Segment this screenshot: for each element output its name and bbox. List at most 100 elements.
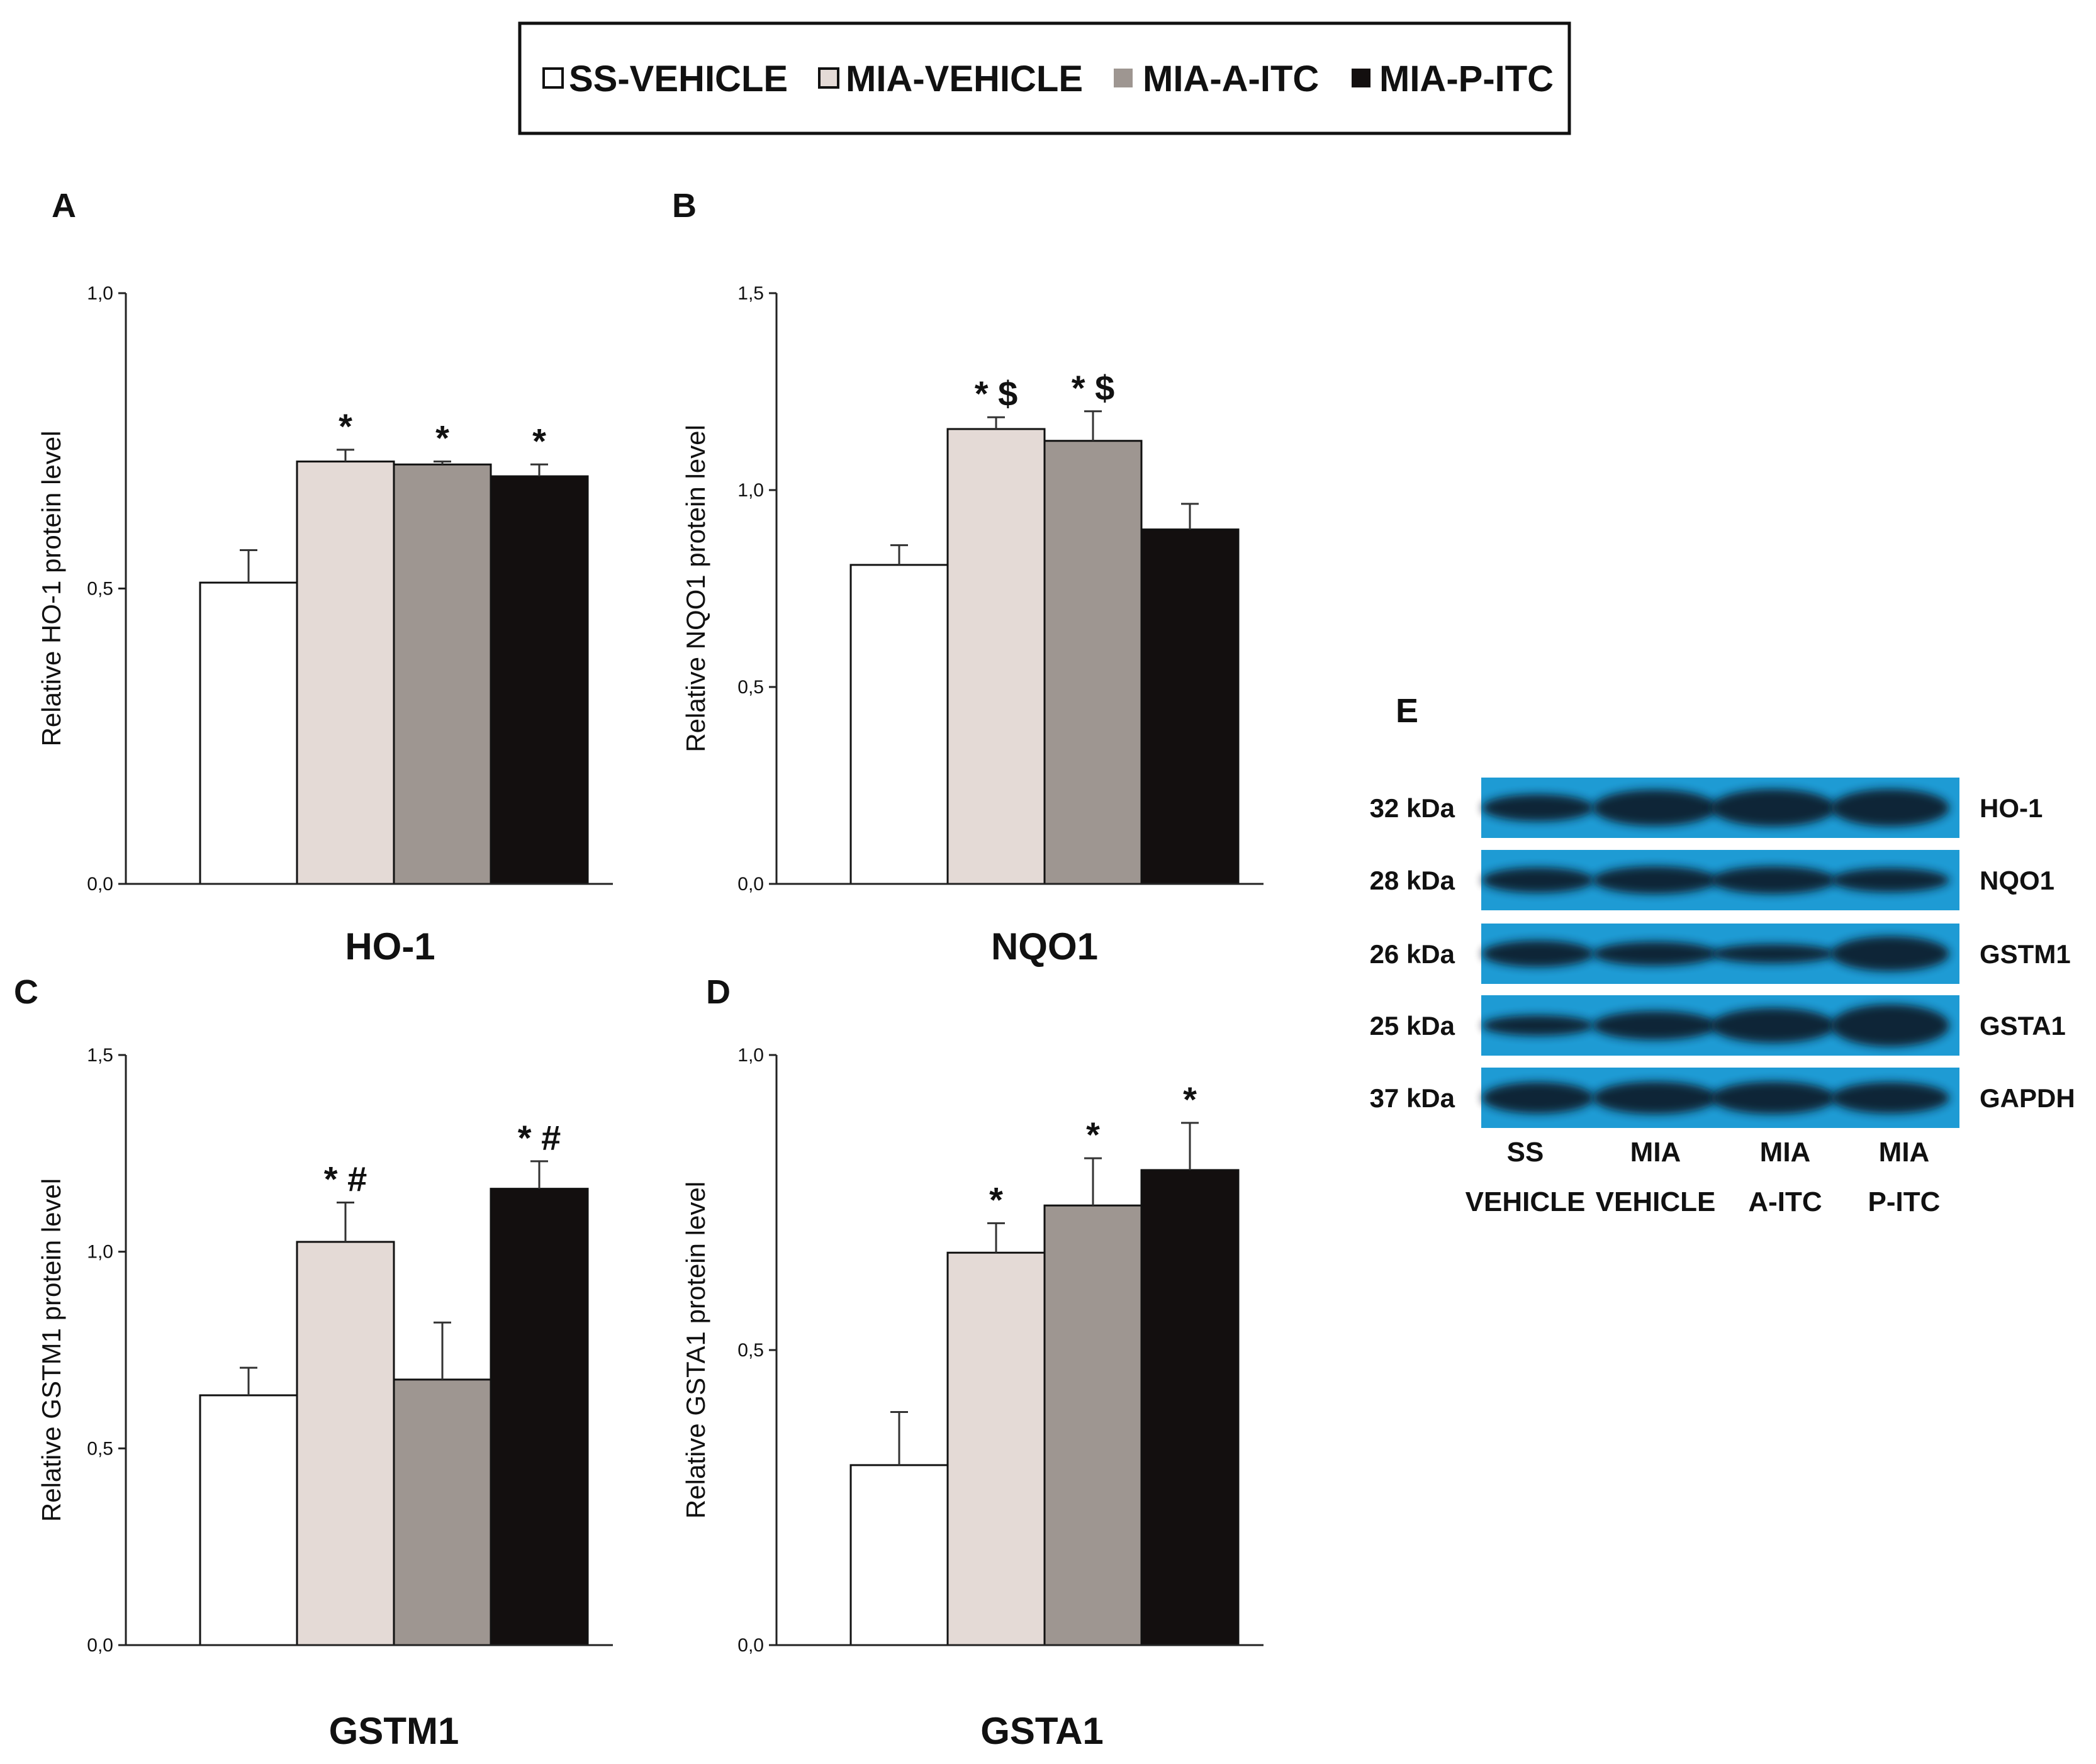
blot-band [1711, 866, 1835, 895]
significance-marker: * [1086, 1115, 1100, 1154]
blot-band [1593, 1010, 1717, 1041]
chart-title: GSTA1 [980, 1710, 1104, 1752]
blot-band [1482, 1015, 1594, 1036]
panel-letter-a: A [52, 187, 76, 225]
lane-label-1: MIA VEHICLE [1596, 1137, 1716, 1217]
blot-row-gapdh: 37 kDa GAPDH [1370, 1068, 2075, 1128]
panel-letter-c: C [14, 973, 38, 1011]
chart-title: HO-1 [345, 925, 435, 968]
legend: SS-VEHICLE MIA-VEHICLE MIA-A-ITC MIA-P-I… [518, 21, 1571, 135]
blot-band [1593, 866, 1717, 895]
error-bar-gsta1-1 [987, 1222, 1005, 1253]
y-axis-label: Relative GSTM1 protein level [36, 1178, 66, 1522]
blot-row-gsta1: 25 kDa GSTA1 [1370, 995, 2066, 1056]
panel-letter-d: D [706, 973, 731, 1011]
error-bar-ho-1-0 [240, 549, 257, 583]
blot-row-nqo1: 28 kDa NQO1 [1370, 850, 2054, 910]
significance-marker: * [1183, 1080, 1197, 1119]
legend-swatch-ss-vehicle [542, 67, 564, 89]
y-tick-label: 1,0 [87, 283, 113, 304]
chart-panel-gstm1: C * # * # 0,0 0,5 1,0 1,5 Relative GSTM1 protei… [14, 973, 613, 1752]
blot-band [1482, 1082, 1594, 1114]
bar-nqo1-ss-vehicle [849, 564, 949, 885]
blot-band [1831, 1004, 1949, 1047]
blot-band [1482, 794, 1594, 822]
chart-title: GSTM1 [329, 1710, 459, 1752]
blot-band [1831, 1082, 1949, 1114]
error-bar-gsta1-2 [1084, 1157, 1102, 1206]
protein-label: GSTM1 [1980, 939, 2071, 969]
blot-band [1831, 789, 1949, 827]
blot-band [1593, 941, 1717, 966]
y-axis-label: Relative NQO1 protein level [681, 425, 710, 752]
significance-marker: * [435, 418, 449, 458]
legend-label-mia-a-itc: MIA-A-ITC [1143, 59, 1319, 99]
protein-label: GAPDH [1980, 1083, 2075, 1113]
kda-label: 28 kDa [1370, 866, 1455, 895]
legend-entry-mia-a-itc: MIA-A-ITC [1114, 59, 1319, 99]
lane-label-2: MIA A-ITC [1748, 1137, 1822, 1217]
blot-band [1482, 940, 1594, 968]
error-bar-ho-1-2 [434, 461, 451, 465]
blot-band [1482, 867, 1594, 893]
bar-charts: A * * * 0,0 0,5 1,0 Relative HO-1 protein level… [14, 187, 1264, 1752]
blot-band [1831, 868, 1949, 893]
bar-gstm1-mia-p-itc [490, 1188, 589, 1646]
bar-ho-1-mia-a-itc [393, 463, 492, 885]
blot-band [1711, 944, 1835, 964]
y-tick-label: 0,5 [737, 677, 764, 698]
legend-label-mia-vehicle: MIA-VEHICLE [846, 59, 1083, 99]
lane-label-line1: MIA [1630, 1137, 1681, 1168]
bar-ho-1-ss-vehicle [199, 581, 298, 885]
protein-label: HO-1 [1980, 793, 2043, 823]
legend-swatch-mia-p-itc [1352, 69, 1370, 87]
y-tick-label: 1,5 [87, 1045, 113, 1066]
error-bar-gsta1-0 [890, 1410, 908, 1465]
legend-swatch-mia-vehicle [818, 67, 839, 89]
legend-entry-mia-vehicle: MIA-VEHICLE [818, 59, 1083, 99]
significance-marker: * [989, 1180, 1003, 1219]
legend-entry-ss-vehicle: SS-VEHICLE [542, 59, 788, 99]
panel-letter-b: B [672, 187, 697, 225]
lane-label-line2: VEHICLE [1466, 1186, 1586, 1217]
significance-marker: * [339, 406, 352, 446]
y-tick-label: 1,0 [87, 1242, 113, 1263]
y-tick-label: 0,0 [87, 874, 113, 895]
bar-nqo1-mia-p-itc [1140, 528, 1240, 885]
blot-band [1711, 1081, 1835, 1114]
error-bar-gstm1-2 [434, 1321, 451, 1380]
panel-letter-e: E [1396, 692, 1418, 730]
y-tick-label: 1,5 [737, 283, 764, 304]
significance-marker: * $ [975, 374, 1018, 413]
kda-label: 25 kDa [1370, 1011, 1455, 1041]
kda-label: 37 kDa [1370, 1083, 1455, 1113]
legend-entry-mia-p-itc: MIA-P-ITC [1352, 59, 1554, 99]
bar-gstm1-mia-vehicle [296, 1241, 395, 1646]
bar-nqo1-mia-a-itc [1043, 440, 1143, 885]
error-bar-gstm1-1 [337, 1202, 354, 1242]
y-axis-label: Relative GSTA1 protein level [681, 1181, 710, 1519]
significance-marker: * # [518, 1118, 561, 1158]
error-bar-nqo1-3 [1181, 503, 1199, 530]
y-tick-label: 0,5 [737, 1340, 764, 1361]
chart-panel-ho-1: A * * * 0,0 0,5 1,0 Relative HO-1 protein level… [36, 187, 613, 968]
lane-label-0: SS VEHICLE [1466, 1137, 1586, 1217]
blot-band [1831, 936, 1949, 971]
western-blot-panel: E 32 kDa HO-1 28 kDa NQO1 26 kDa GSTM1 25 kDa G… [1370, 692, 2075, 1217]
y-tick-label: 1,0 [737, 480, 764, 501]
error-bar-ho-1-1 [337, 449, 354, 462]
kda-label: 26 kDa [1370, 939, 1455, 969]
protein-label: GSTA1 [1980, 1011, 2066, 1041]
y-tick-label: 0,0 [87, 1635, 113, 1656]
bar-gsta1-ss-vehicle [849, 1464, 949, 1646]
error-bar-gstm1-3 [530, 1160, 548, 1189]
legend-swatch-mia-a-itc [1114, 69, 1133, 87]
y-axis-label: Relative HO-1 protein level [36, 431, 66, 747]
chart-panel-gsta1: D * * * 0,0 0,5 1,0 Relative GSTA1 protein leve… [681, 973, 1264, 1752]
lane-label-line2: A-ITC [1748, 1186, 1822, 1217]
kda-label: 32 kDa [1370, 793, 1455, 823]
bar-gstm1-mia-a-itc [393, 1378, 492, 1646]
bar-gsta1-mia-vehicle [946, 1251, 1046, 1646]
lane-label-line2: VEHICLE [1596, 1186, 1716, 1217]
error-bar-ho-1-3 [530, 463, 548, 477]
